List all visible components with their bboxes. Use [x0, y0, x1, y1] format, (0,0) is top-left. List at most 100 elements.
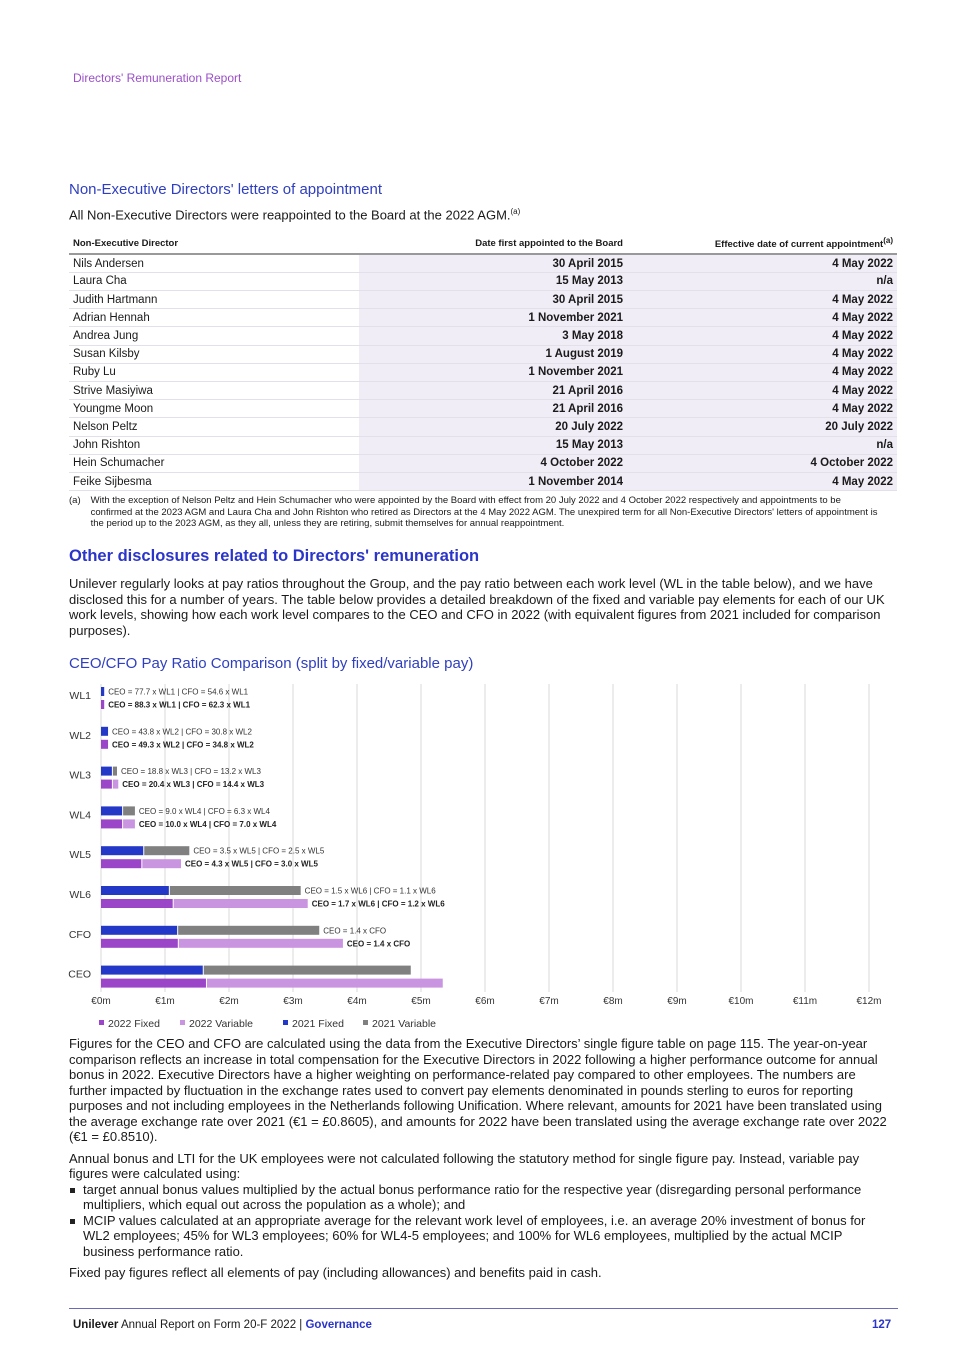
- director-name: Feike Sijbesma: [69, 472, 359, 492]
- director-name: John Rishton: [69, 436, 359, 455]
- first-appointed: 1 August 2019: [359, 345, 627, 364]
- table-row: Hein Schumacher 4 October 2022 4 October 2…: [69, 454, 897, 473]
- effective-date: n/a: [627, 436, 897, 455]
- director-name: Judith Hartmann: [69, 290, 359, 310]
- ratio-label-2021: CEO = 18.8 x WL3 | CFO = 13.2 x WL3: [121, 767, 261, 776]
- footnote-text: With the exception of Nelson Peltz and H…: [90, 495, 878, 529]
- first-appointed: 1 November 2021: [359, 363, 627, 382]
- first-appointed: 21 April 2016: [359, 399, 627, 419]
- bar-2022-variable: [173, 899, 308, 908]
- bar-2022-fixed: [101, 819, 123, 829]
- bar-2022-fixed: [101, 938, 178, 948]
- bar-2022-variable: [112, 779, 119, 789]
- bar-2022-fixed: [101, 859, 142, 869]
- ratio-label-2022: CEO = 49.3 x WL2 | CFO = 34.8 x WL2: [112, 740, 254, 749]
- list-item: target annual bonus values multiplied by…: [69, 1182, 894, 1213]
- first-appointed: 1 November 2014: [359, 472, 627, 492]
- first-appointed: 21 April 2016: [359, 381, 627, 401]
- running-header: Directors' Remuneration Report: [73, 71, 242, 85]
- other-disclosures-title: Other disclosures related to Directors' …: [69, 547, 480, 565]
- list-item: MCIP values calculated at an appropriate…: [69, 1213, 894, 1260]
- bar-2022-variable: [206, 978, 443, 988]
- director-name: Ruby Lu: [69, 363, 359, 382]
- effective-date: 4 October 2022: [627, 454, 897, 473]
- legend-swatch: [99, 1020, 104, 1025]
- page-number: 127: [872, 1319, 892, 1331]
- commentary-para-1: Figures for the CEO and CFO are calculat…: [69, 1036, 887, 1144]
- table-row: Nelson Peltz 20 July 2022 20 July 2022: [69, 417, 897, 437]
- first-appointed: 30 April 2015: [359, 290, 627, 310]
- director-name: Andrea Jung: [69, 326, 359, 346]
- chart-title: CEO/CFO Pay Ratio Comparison (split by f…: [69, 655, 474, 672]
- first-appointed: 3 May 2018: [359, 326, 627, 346]
- effective-date: n/a: [627, 272, 897, 292]
- footer-section-link[interactable]: Governance: [305, 1319, 372, 1331]
- bar-2022-variable: [123, 819, 135, 829]
- x-tick-label: €8m: [603, 996, 622, 1007]
- col-effective-date: Effective date of current appointment(a): [627, 232, 897, 256]
- bar-2022-variable: [142, 859, 181, 869]
- intro-text: All Non-Executive Directors were reappoi…: [69, 207, 511, 223]
- table-header: Non-Executive Director Date first appoin…: [69, 232, 897, 256]
- x-tick-label: €5m: [411, 996, 430, 1007]
- category-label: WL5: [69, 849, 91, 861]
- bar-2022-fixed: [101, 779, 112, 789]
- bar-2022-fixed: [101, 700, 105, 709]
- effective-date: 20 July 2022: [627, 417, 897, 437]
- category-label: WL1: [69, 690, 91, 702]
- bar-2021-variable: [123, 806, 135, 816]
- bar-2021-variable: [112, 766, 117, 776]
- ratio-label-2021: CEO = 43.8 x WL2 | CFO = 30.8 x WL2: [112, 727, 252, 736]
- x-tick-label: €9m: [667, 996, 686, 1007]
- x-tick-label: €12m: [856, 996, 881, 1007]
- first-appointed: 1 November 2021: [359, 308, 627, 328]
- bar-2022-fixed: [101, 739, 109, 749]
- category-label: WL3: [69, 770, 91, 782]
- col-director: Non-Executive Director: [69, 232, 359, 256]
- table-row: Ruby Lu 1 November 2021 4 May 2022: [69, 363, 897, 382]
- first-appointed: 15 May 2013: [359, 272, 627, 292]
- commentary-para-2: Annual bonus and LTI for the UK employee…: [69, 1150, 860, 1182]
- ratio-label-2021: CEO = 1.4 x CFO: [323, 926, 386, 935]
- director-name: Nelson Peltz: [69, 417, 359, 437]
- letters-title: Non-Executive Directors' letters of appo…: [69, 181, 383, 198]
- bar-2022-fixed: [101, 899, 173, 908]
- bar-2021-fixed: [101, 965, 203, 975]
- bar-2021-variable: [144, 846, 190, 856]
- ratio-label-2022: CEO = 20.4 x WL3 | CFO = 14.4 x WL3: [122, 780, 264, 789]
- effective-date: 4 May 2022: [627, 363, 897, 382]
- director-name: Laura Cha: [69, 272, 359, 292]
- legend-label: 2021 Variable: [372, 1018, 436, 1030]
- footer-divider: [69, 1308, 898, 1309]
- bar-2021-fixed: [101, 846, 144, 856]
- legend-label: 2022 Fixed: [108, 1018, 160, 1030]
- director-name: Youngme Moon: [69, 399, 359, 419]
- table-row: Adrian Hennah 1 November 2021 4 May 2022: [69, 308, 897, 328]
- category-label: WL2: [69, 730, 91, 742]
- table-row: Feike Sijbesma 1 November 2014 4 May 2022: [69, 472, 897, 492]
- table-row: John Rishton 15 May 2013 n/a: [69, 436, 897, 455]
- ratio-label-2021: CEO = 77.7 x WL1 | CFO = 54.6 x WL1: [108, 688, 248, 697]
- effective-date: 4 May 2022: [627, 290, 897, 310]
- footer-report: Annual Report on Form 20-F 2022 |: [118, 1319, 306, 1331]
- category-label: CFO: [69, 929, 91, 941]
- ratio-label-2021: CEO = 1.5 x WL6 | CFO = 1.1 x WL6: [305, 887, 437, 896]
- ratio-label-2022: CEO = 10.0 x WL4 | CFO = 7.0 x WL4: [139, 820, 277, 829]
- director-name: Strive Masiyiwa: [69, 381, 359, 401]
- footer-brand: Unilever: [73, 1319, 119, 1331]
- col-label: Effective date of current appointment: [714, 239, 884, 251]
- footnote-ref: (a): [510, 207, 521, 216]
- bar-2022-variable: [178, 938, 343, 948]
- table-row: Judith Hartmann 30 April 2015 4 May 2022: [69, 290, 897, 310]
- legend-swatch: [363, 1020, 368, 1025]
- table-row: Nils Andersen 30 April 2015 4 May 2022: [69, 254, 897, 273]
- ratio-label-2021: CEO = 3.5 x WL5 | CFO = 2.5 x WL5: [193, 847, 325, 856]
- director-name: Hein Schumacher: [69, 454, 359, 473]
- first-appointed: 15 May 2013: [359, 436, 627, 455]
- letters-intro: All Non-Executive Directors were reappoi…: [69, 207, 520, 222]
- effective-date: 4 May 2022: [627, 345, 897, 364]
- ratio-label-2022: CEO = 4.3 x WL5 | CFO = 3.0 x WL5: [185, 860, 318, 869]
- legend-swatch: [180, 1020, 185, 1025]
- bar-2021-fixed: [101, 806, 123, 816]
- effective-date: 4 May 2022: [627, 308, 897, 328]
